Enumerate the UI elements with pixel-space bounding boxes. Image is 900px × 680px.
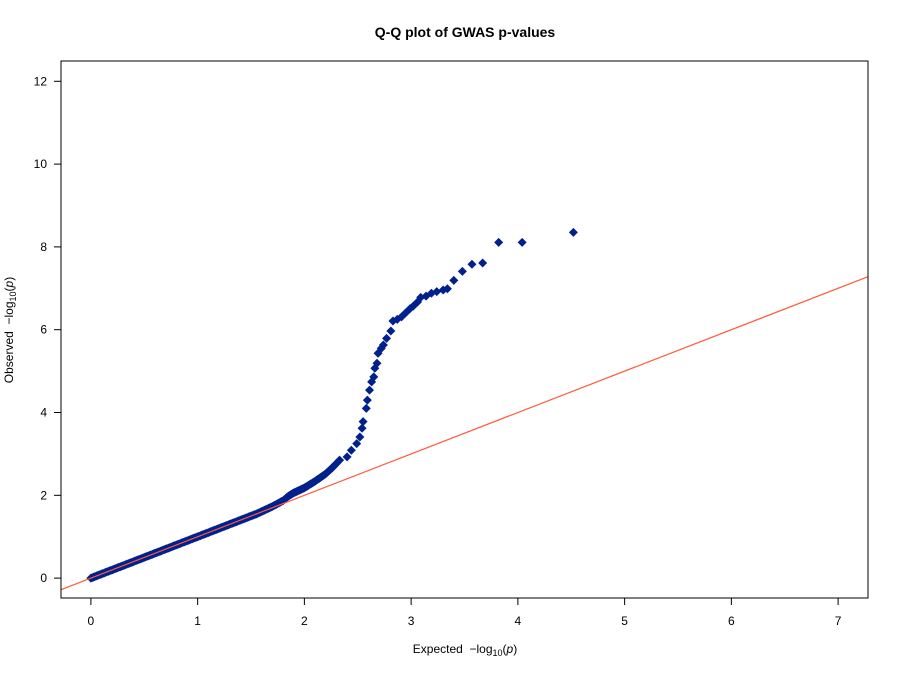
chart-title: Q-Q plot of GWAS p-values — [375, 24, 556, 40]
y-tick-label: 12 — [34, 74, 48, 88]
x-tick-label: 0 — [88, 614, 95, 628]
data-point — [386, 326, 396, 336]
x-tick-label: 2 — [301, 614, 308, 628]
x-tick-label: 7 — [835, 614, 842, 628]
data-point — [362, 395, 372, 405]
data-point — [352, 439, 362, 449]
y-tick-label: 10 — [34, 157, 48, 171]
data-point — [369, 372, 379, 382]
plot-frame — [60, 60, 869, 599]
y-tick-label: 8 — [40, 240, 47, 254]
data-point — [568, 227, 578, 237]
data-point-fill — [333, 457, 343, 467]
y-tick-label: 2 — [40, 488, 47, 502]
data-point — [357, 423, 367, 433]
data-point — [432, 287, 442, 297]
y-axis: 0 2 4 6 8 10 12 — [34, 74, 62, 585]
x-tick-label: 5 — [621, 614, 628, 628]
data-point — [342, 452, 352, 462]
x-axis: 0 1 2 3 4 5 6 7 — [88, 597, 842, 628]
data-point — [517, 237, 527, 247]
data-point — [364, 385, 374, 395]
data-point — [346, 445, 356, 455]
data-point — [494, 237, 504, 247]
data-point — [442, 284, 452, 294]
data-point — [355, 432, 365, 442]
y-tick-label: 4 — [40, 406, 47, 420]
x-tick-label: 3 — [408, 614, 415, 628]
data-point — [378, 340, 388, 350]
data-point — [457, 266, 467, 276]
data-point — [372, 358, 382, 368]
points-layer — [86, 227, 578, 583]
reference-line — [60, 276, 869, 591]
data-point — [478, 258, 488, 268]
data-point — [449, 275, 459, 285]
data-point — [382, 333, 392, 343]
x-axis-label: Expected −log10(p) — [413, 642, 517, 658]
x-tick-label: 1 — [194, 614, 201, 628]
y-tick-label: 6 — [40, 323, 47, 337]
data-point — [361, 403, 371, 413]
x-tick-label: 4 — [515, 614, 522, 628]
y-tick-label: 0 — [40, 571, 47, 585]
y-axis-label: Observed −log10(p) — [2, 277, 18, 383]
data-point — [358, 417, 368, 427]
data-point — [467, 259, 477, 269]
x-tick-label: 6 — [728, 614, 735, 628]
